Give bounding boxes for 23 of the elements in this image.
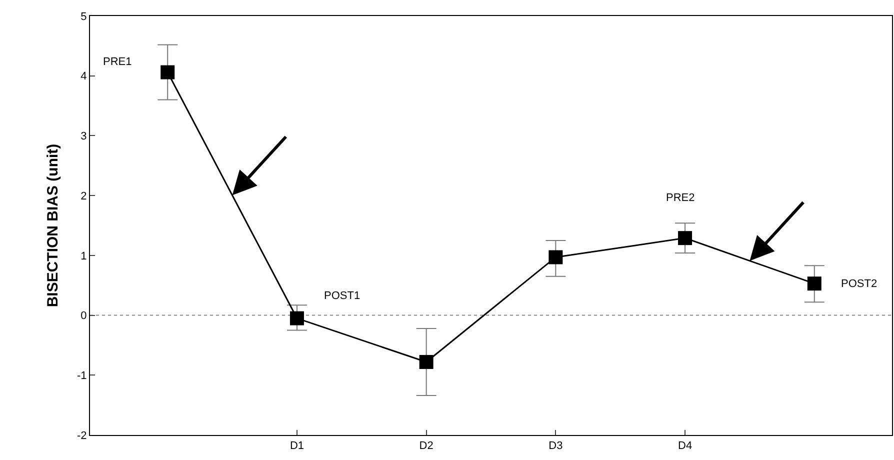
y-tick-label: 2 (80, 190, 87, 202)
y-tick-label: -1 (77, 370, 87, 382)
y-tick-label: 3 (80, 130, 87, 143)
y-axis-title: BISECTION BIAS (unit) (44, 144, 62, 308)
y-tick-label: 5 (80, 10, 87, 23)
point (419, 354, 434, 369)
annotation: PRE2 (666, 192, 695, 204)
point (290, 311, 304, 326)
point (160, 65, 175, 80)
annotation: POST1 (324, 290, 360, 302)
point (548, 250, 563, 264)
annotation: PRE1 (103, 56, 132, 68)
annotation: POST2 (841, 278, 878, 290)
x-tick-label: D4 (678, 440, 692, 452)
x-tick-label: D3 (548, 440, 563, 452)
x-tick-label: D1 (290, 440, 304, 452)
x-tick-label: D2 (419, 440, 434, 452)
y-tick-label: 0 (80, 310, 87, 322)
y-tick-label: -2 (77, 430, 87, 442)
point (807, 276, 822, 291)
y-tick-label: 4 (80, 70, 87, 83)
point (678, 231, 692, 246)
y-tick-label: 1 (80, 250, 87, 262)
